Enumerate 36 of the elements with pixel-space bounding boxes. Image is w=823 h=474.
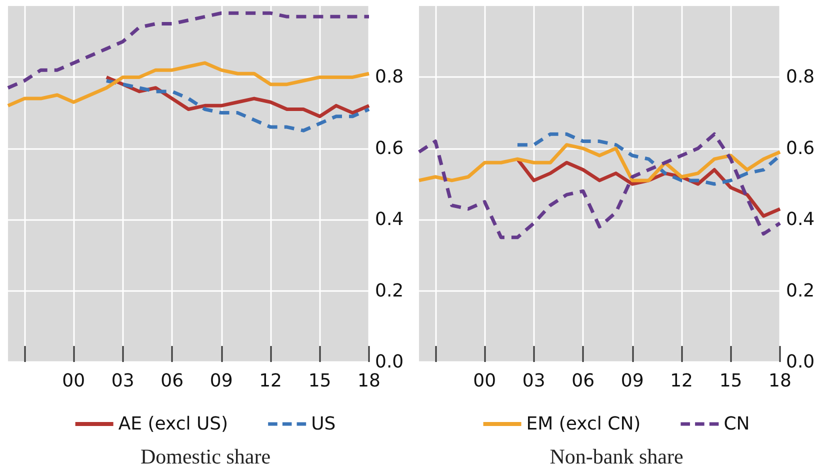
line-series: [6, 61, 371, 108]
y-tick-label: 0.6: [375, 138, 404, 159]
legend-label: EM (excl CN): [526, 414, 641, 434]
y-tick-label: 0.2: [375, 280, 404, 302]
y-tick-label: 0.4: [375, 209, 404, 230]
text: Non-bank share: [550, 444, 684, 468]
x-tick-label: 15: [719, 370, 742, 392]
x-tick-label: 09: [620, 370, 644, 392]
x-tick-label: 18: [768, 370, 792, 392]
y-tick-label: 0.0: [375, 352, 404, 372]
line-series: [104, 79, 371, 132]
y-tick-label: 0.2: [786, 280, 815, 302]
text: Domestic share: [140, 444, 271, 468]
y-tick-label: 0.4: [786, 209, 815, 230]
x-tick-label: 06: [572, 370, 595, 392]
line-series: [417, 132, 782, 240]
line-series: [104, 75, 371, 118]
y-tick-label: 0.8: [375, 66, 404, 88]
x-tick-label: 18: [358, 370, 380, 392]
y-tick-label: 0.0: [786, 352, 815, 372]
y-tick-label: 0.6: [786, 138, 815, 159]
x-tick-label: 12: [670, 370, 693, 392]
x-tick-label: 03: [522, 370, 546, 392]
x-tick-label: 06: [160, 370, 184, 392]
legend-label: CN: [724, 414, 750, 434]
legend-label: AE (excl US): [118, 414, 228, 434]
x-tick-label: 12: [259, 370, 282, 392]
x-tick-label: 15: [308, 370, 332, 392]
line-series: [6, 11, 371, 90]
y-tick-label: 0.8: [786, 66, 815, 88]
x-tick-label: 00: [473, 370, 496, 392]
legend-label: US: [311, 414, 336, 434]
x-tick-label: 03: [111, 370, 134, 392]
x-tick-label: 09: [210, 370, 233, 392]
x-tick-label: 00: [62, 370, 86, 392]
line-series: [417, 143, 782, 182]
